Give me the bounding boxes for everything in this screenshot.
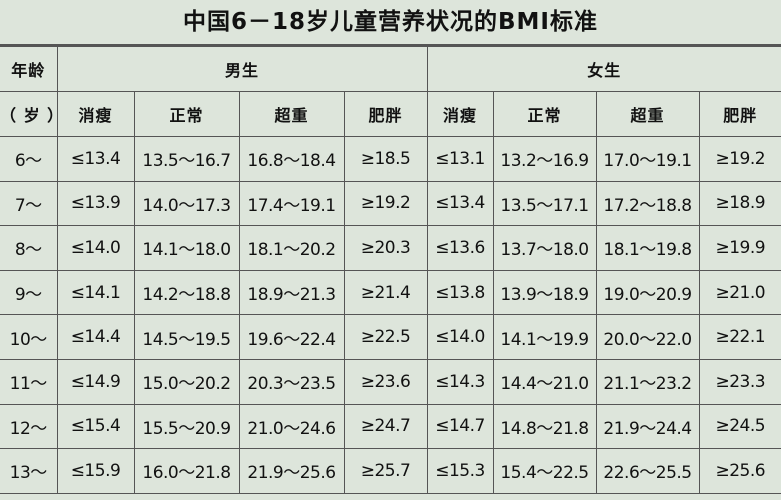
bmi-cell: ≤15.3 — [426, 448, 494, 494]
male-category-header: 正常 — [133, 91, 240, 137]
bmi-cell: ≤14.3 — [426, 358, 494, 405]
bmi-cell: ≥24.7 — [343, 403, 428, 450]
bmi-cell: ≥22.1 — [698, 314, 781, 360]
bmi-cell: 15.5～20.9 — [133, 403, 240, 450]
bmi-cell: ≤13.6 — [426, 225, 494, 271]
bmi-cell: 14.1～19.9 — [492, 314, 597, 360]
bmi-cell: 13.7～18.0 — [492, 225, 597, 271]
bmi-cell: 14.1～18.0 — [133, 225, 240, 271]
bmi-cell: ≥23.3 — [698, 358, 781, 405]
bmi-cell: ≤14.0 — [56, 225, 135, 271]
bmi-cell: ≥25.6 — [698, 448, 781, 494]
bmi-cell: 21.0～24.6 — [238, 403, 345, 450]
female-category-header: 肥胖 — [698, 91, 781, 137]
age-cell: 12～ — [0, 403, 58, 450]
bmi-cell: 17.0～19.1 — [595, 136, 700, 182]
table-row: 7～ ≤13.9 14.0～17.3 17.4～19.1 ≥19.2 ≤13.4 13.5～… — [0, 180, 781, 227]
bmi-cell: 20.0～22.0 — [595, 314, 700, 360]
bmi-cell: ≤13.1 — [426, 136, 494, 182]
bmi-cell: 18.1～19.8 — [595, 225, 700, 271]
bmi-cell: 14.2～18.8 — [133, 269, 240, 316]
table-row: 6～ ≤13.4 13.5～16.7 16.8～18.4 ≥18.5 ≤13.1 13.2～… — [0, 136, 781, 182]
bmi-cell: ≤14.7 — [426, 403, 494, 450]
male-category-header: 消瘦 — [56, 91, 135, 137]
bmi-cell: 18.1～20.2 — [238, 225, 345, 271]
table-row: 12～ ≤15.4 15.5～20.9 21.0～24.6 ≥24.7 ≤14.7 14.8… — [0, 403, 781, 450]
bmi-cell: ≥21.0 — [698, 269, 781, 316]
bmi-cell: ≥19.2 — [343, 180, 428, 227]
male-header: 男生 — [56, 46, 428, 92]
table-row: 9～ ≤14.1 14.2～18.8 18.9～21.3 ≥21.4 ≤13.8 13.9～… — [0, 269, 781, 316]
bmi-cell: ≥23.6 — [343, 358, 428, 405]
bmi-cell: ≥19.2 — [698, 136, 781, 182]
bmi-cell: 19.0～20.9 — [595, 269, 700, 316]
male-category-header: 超重 — [238, 91, 345, 137]
bmi-cell: ≤13.4 — [426, 180, 494, 227]
age-header: 年龄 — [0, 46, 58, 92]
bmi-cell: ≥20.3 — [343, 225, 428, 271]
bmi-cell: 14.8～21.8 — [492, 403, 597, 450]
bmi-cell: 13.5～16.7 — [133, 136, 240, 182]
bmi-cell: 17.2～18.8 — [595, 180, 700, 227]
bmi-cell: 14.0～17.3 — [133, 180, 240, 227]
age-cell: 10～ — [0, 314, 58, 360]
female-header: 女生 — [426, 46, 781, 92]
bmi-cell: ≥19.9 — [698, 225, 781, 271]
female-category-header: 正常 — [492, 91, 597, 137]
table-title: 中国6－18岁儿童营养状况的BMI标准 — [0, 0, 781, 46]
age-cell: 9～ — [0, 269, 58, 316]
bmi-cell: ≤13.8 — [426, 269, 494, 316]
bmi-cell: ≥24.5 — [698, 403, 781, 450]
age-unit-header: （ 岁 ） — [0, 91, 58, 137]
bmi-cell: 15.4～22.5 — [492, 448, 597, 494]
bmi-cell: ≤14.1 — [56, 269, 135, 316]
bmi-cell: 21.9～25.6 — [238, 448, 345, 494]
bmi-cell: ≥21.4 — [343, 269, 428, 316]
bmi-cell: 13.9～18.9 — [492, 269, 597, 316]
bmi-cell: 13.5～17.1 — [492, 180, 597, 227]
bmi-cell: 21.1～23.2 — [595, 358, 700, 405]
bmi-cell: 16.0～21.8 — [133, 448, 240, 494]
bmi-cell: ≤14.4 — [56, 314, 135, 360]
table-row: 10～ ≤14.4 14.5～19.5 19.6～22.4 ≥22.5 ≤14.0 14.1… — [0, 314, 781, 360]
bmi-cell: ≤15.4 — [56, 403, 135, 450]
table-row: 13～ ≤15.9 16.0～21.8 21.9～25.6 ≥25.7 ≤15.3 15.4… — [0, 448, 781, 494]
bmi-cell: ≤13.9 — [56, 180, 135, 227]
age-cell: 7～ — [0, 180, 58, 227]
bmi-cell: 21.9～24.4 — [595, 403, 700, 450]
female-category-header: 超重 — [595, 91, 700, 137]
bmi-cell: ≥18.5 — [343, 136, 428, 182]
bmi-cell: ≤15.9 — [56, 448, 135, 494]
female-category-header: 消瘦 — [426, 91, 494, 137]
male-category-header: 肥胖 — [343, 91, 428, 137]
age-cell: 8～ — [0, 225, 58, 271]
bmi-cell: 16.8～18.4 — [238, 136, 345, 182]
bmi-cell: 14.5～19.5 — [133, 314, 240, 360]
age-cell: 13～ — [0, 448, 58, 494]
bmi-cell: ≤14.9 — [56, 358, 135, 405]
age-cell: 11～ — [0, 358, 58, 405]
bmi-cell: 18.9～21.3 — [238, 269, 345, 316]
bmi-cell: ≥25.7 — [343, 448, 428, 494]
table-row: 8～ ≤14.0 14.1～18.0 18.1～20.2 ≥20.3 ≤13.6 13.7～… — [0, 225, 781, 271]
bmi-cell: 19.6～22.4 — [238, 314, 345, 360]
bmi-cell: 22.6～25.5 — [595, 448, 700, 494]
bmi-cell: ≤14.0 — [426, 314, 494, 360]
bmi-cell: ≤13.4 — [56, 136, 135, 182]
age-cell: 6～ — [0, 136, 58, 182]
bmi-cell: 13.2～16.9 — [492, 136, 597, 182]
bmi-cell: 17.4～19.1 — [238, 180, 345, 227]
bmi-cell: 15.0～20.2 — [133, 358, 240, 405]
bmi-cell: 20.3～23.5 — [238, 358, 345, 405]
table-row: 11～ ≤14.9 15.0～20.2 20.3～23.5 ≥23.6 ≤14.3 14.4… — [0, 358, 781, 405]
bmi-cell: ≥22.5 — [343, 314, 428, 360]
bmi-cell: 14.4～21.0 — [492, 358, 597, 405]
bmi-cell: ≥18.9 — [698, 180, 781, 227]
